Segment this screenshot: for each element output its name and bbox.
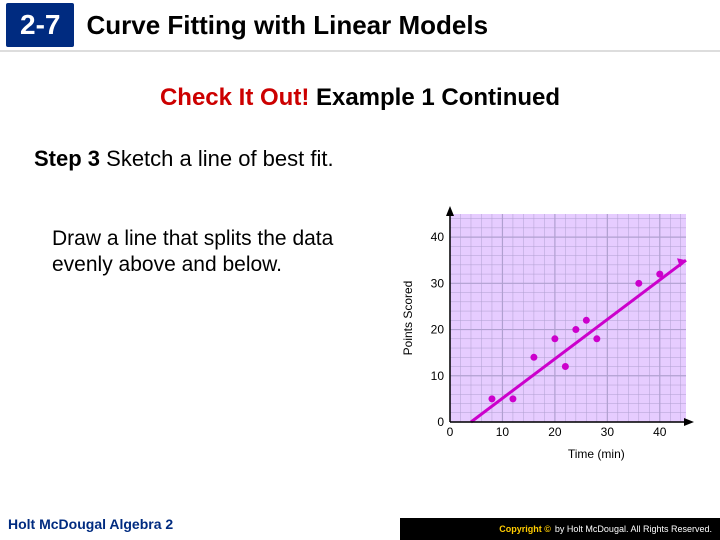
svg-text:10: 10	[431, 369, 445, 383]
step-line: Step 3 Sketch a line of best fit.	[34, 146, 720, 172]
svg-text:0: 0	[437, 415, 444, 429]
scatter-chart: 0 10 20 30 40 10 20 30 40 0 Time (min) Points Score…	[396, 204, 696, 464]
footer-right: Copyright © by Holt McDougal. All Rights…	[400, 518, 720, 540]
body-text: Draw a line that splits the data evenly …	[52, 226, 342, 279]
chart-svg: 0 10 20 30 40 10 20 30 40 0 Time (min) Points Score…	[396, 204, 696, 464]
svg-text:10: 10	[496, 425, 510, 439]
svg-text:20: 20	[431, 323, 445, 337]
section-number: 2-7	[6, 3, 74, 47]
svg-text:30: 30	[601, 425, 615, 439]
subtitle: Check It Out! Example 1 Continued	[0, 84, 720, 112]
step-text: Sketch a line of best fit.	[100, 146, 334, 171]
step-label: Step 3	[34, 146, 100, 171]
svg-text:Points Scored: Points Scored	[401, 281, 415, 356]
copyright-text: by Holt McDougal. All Rights Reserved.	[555, 524, 712, 534]
header-bar: 2-7 Curve Fitting with Linear Models	[0, 0, 720, 52]
subtitle-red: Check It Out!	[160, 84, 309, 111]
svg-text:Time (min): Time (min)	[568, 447, 625, 461]
svg-text:40: 40	[431, 230, 445, 244]
svg-text:40: 40	[653, 425, 667, 439]
svg-text:0: 0	[447, 425, 454, 439]
copyright-label: Copyright ©	[499, 524, 551, 534]
subtitle-black: Example 1 Continued	[309, 84, 560, 111]
svg-text:20: 20	[548, 425, 562, 439]
header-title: Curve Fitting with Linear Models	[86, 10, 488, 41]
svg-text:30: 30	[431, 276, 445, 290]
footer-left: Holt McDougal Algebra 2	[8, 516, 173, 532]
